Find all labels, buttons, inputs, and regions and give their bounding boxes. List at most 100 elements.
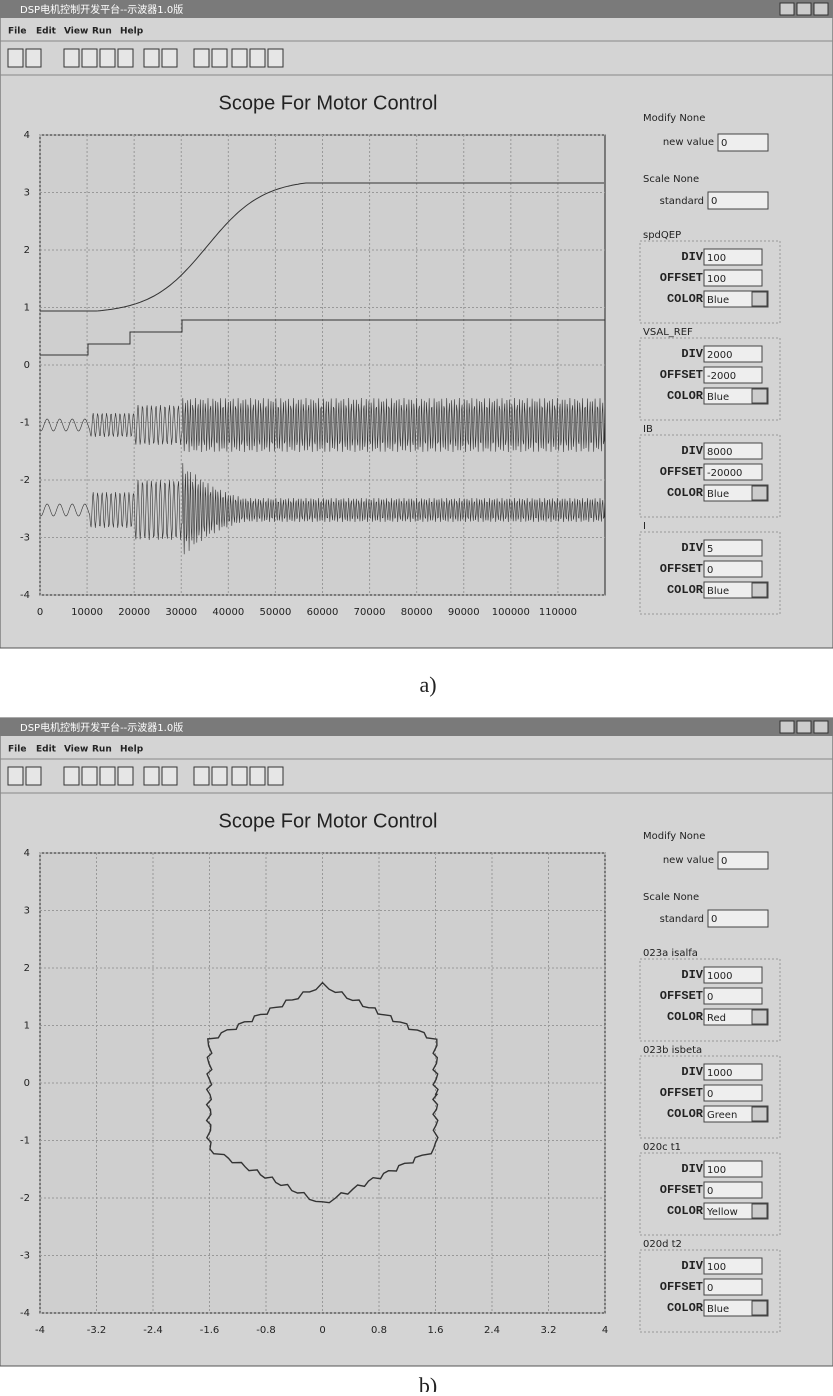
input[interactable] bbox=[703, 1160, 763, 1178]
toolbar-button[interactable] bbox=[81, 48, 98, 68]
toolbar-button[interactable] bbox=[25, 48, 42, 68]
toolbar-button[interactable] bbox=[267, 48, 284, 68]
menu-item[interactable]: View bbox=[64, 745, 88, 755]
field-label: OFFSET bbox=[660, 368, 703, 382]
toolbar-button[interactable] bbox=[25, 766, 42, 786]
menu-item[interactable]: Run bbox=[92, 745, 112, 755]
toolbar-button[interactable] bbox=[267, 766, 284, 786]
div-value: 100 bbox=[707, 1262, 726, 1273]
group-name: 020d t2 bbox=[643, 1239, 682, 1250]
group-name: I bbox=[643, 521, 646, 532]
toolbar-button[interactable] bbox=[63, 48, 80, 68]
window-button[interactable] bbox=[779, 2, 795, 16]
group-name: VSAL_REF bbox=[643, 327, 693, 338]
input[interactable] bbox=[703, 1181, 763, 1199]
menu-item[interactable]: Help bbox=[120, 745, 144, 755]
field-label: COLOR bbox=[667, 1204, 704, 1218]
menu-item[interactable]: Edit bbox=[36, 745, 57, 755]
div-value: 100 bbox=[707, 253, 726, 264]
trace bbox=[39, 397, 606, 453]
title-bar bbox=[0, 0, 833, 18]
toolbar-button[interactable] bbox=[231, 48, 248, 68]
toolbar-button[interactable] bbox=[249, 48, 266, 68]
toolbar-button[interactable] bbox=[161, 766, 178, 786]
dropdown-button[interactable] bbox=[751, 485, 768, 501]
color-value: Red bbox=[707, 1013, 726, 1024]
dropdown-button[interactable] bbox=[751, 388, 768, 404]
toolbar-button[interactable] bbox=[63, 766, 80, 786]
toolbar-button[interactable] bbox=[7, 766, 24, 786]
label: Modify None bbox=[643, 831, 705, 842]
toolbar-button[interactable] bbox=[81, 766, 98, 786]
dropdown-button[interactable] bbox=[751, 582, 768, 598]
offset-value: 0 bbox=[707, 1283, 713, 1294]
toolbar-button[interactable] bbox=[143, 766, 160, 786]
toolbar-button[interactable] bbox=[161, 48, 178, 68]
toolbar-button[interactable] bbox=[193, 48, 210, 68]
menu-item[interactable]: Run bbox=[92, 27, 112, 37]
input[interactable] bbox=[717, 133, 769, 152]
window-button[interactable] bbox=[813, 2, 829, 16]
toolbar-button[interactable] bbox=[117, 48, 134, 68]
dropdown-button[interactable] bbox=[751, 291, 768, 307]
div-value: 8000 bbox=[707, 447, 732, 458]
input[interactable] bbox=[703, 539, 763, 557]
menu-item[interactable]: View bbox=[64, 27, 88, 37]
toolbar-button[interactable] bbox=[99, 48, 116, 68]
field-label: DIV bbox=[681, 1162, 703, 1176]
field-label: COLOR bbox=[667, 1301, 704, 1315]
window-button[interactable] bbox=[796, 720, 812, 734]
input[interactable] bbox=[717, 851, 769, 870]
toolbar-button[interactable] bbox=[143, 48, 160, 68]
input[interactable] bbox=[703, 1084, 763, 1102]
input[interactable] bbox=[703, 269, 763, 287]
field-label: DIV bbox=[681, 968, 703, 982]
dropdown-button[interactable] bbox=[751, 1009, 768, 1025]
y-tick-label: -4 bbox=[20, 1308, 30, 1319]
dropdown-button[interactable] bbox=[751, 1203, 768, 1219]
group-name: 023b isbeta bbox=[643, 1045, 702, 1056]
toolbar-button[interactable] bbox=[211, 48, 228, 68]
input[interactable] bbox=[703, 1257, 763, 1275]
toolbar-button[interactable] bbox=[117, 766, 134, 786]
input[interactable] bbox=[707, 909, 769, 928]
menu-item[interactable]: File bbox=[8, 745, 26, 755]
input[interactable] bbox=[703, 345, 763, 363]
menu-item[interactable]: Help bbox=[120, 27, 144, 37]
toolbar-button[interactable] bbox=[99, 766, 116, 786]
field-label: DIV bbox=[681, 1259, 703, 1273]
input[interactable] bbox=[703, 966, 763, 984]
window: DSP电机控制开发平台--示波器1.0版 File Edit View Run Help S… bbox=[0, 717, 833, 1367]
field-label: DIV bbox=[681, 347, 703, 361]
y-tick-label: -2 bbox=[20, 1193, 30, 1204]
x-tick-label: 100000 bbox=[492, 607, 530, 618]
input[interactable] bbox=[703, 987, 763, 1005]
toolbar-button[interactable] bbox=[231, 766, 248, 786]
group-name: spdQEP bbox=[643, 230, 681, 241]
toolbar-button[interactable] bbox=[193, 766, 210, 786]
input[interactable] bbox=[703, 1063, 763, 1081]
div-value: 5 bbox=[707, 544, 713, 555]
toolbar-button[interactable] bbox=[249, 766, 266, 786]
input[interactable] bbox=[703, 560, 763, 578]
input[interactable] bbox=[703, 248, 763, 266]
toolbar-button[interactable] bbox=[211, 766, 228, 786]
input-value: 0 bbox=[721, 856, 727, 867]
dropdown-button[interactable] bbox=[751, 1106, 768, 1122]
field-label: OFFSET bbox=[660, 1086, 703, 1100]
window-button[interactable] bbox=[779, 720, 795, 734]
menu-item[interactable]: File bbox=[8, 27, 26, 37]
toolbar-button[interactable] bbox=[7, 48, 24, 68]
menu-item[interactable]: Edit bbox=[36, 27, 57, 37]
input[interactable] bbox=[703, 442, 763, 460]
input[interactable] bbox=[703, 366, 763, 384]
offset-value: -2000 bbox=[707, 371, 736, 382]
field-label: COLOR bbox=[667, 1010, 704, 1024]
input-value: 0 bbox=[711, 196, 717, 207]
input[interactable] bbox=[703, 463, 763, 481]
input[interactable] bbox=[703, 1278, 763, 1296]
window-button[interactable] bbox=[813, 720, 829, 734]
input[interactable] bbox=[707, 191, 769, 210]
window-button[interactable] bbox=[796, 2, 812, 16]
dropdown-button[interactable] bbox=[751, 1300, 768, 1316]
